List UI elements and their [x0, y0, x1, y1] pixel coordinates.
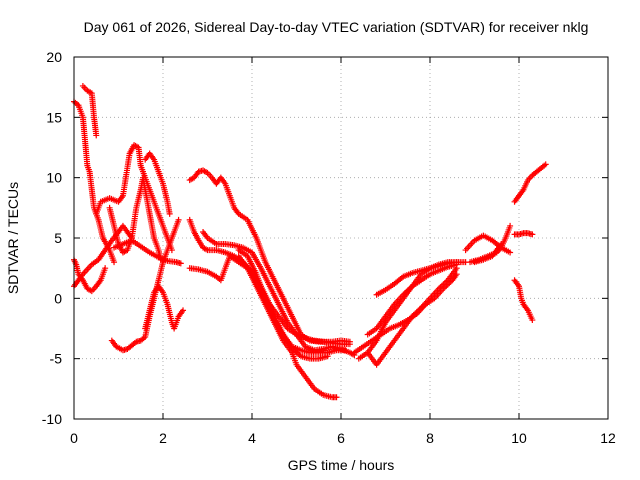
data-point: [443, 278, 450, 285]
x-tick-label: 6: [337, 430, 345, 446]
y-tick-label: -5: [50, 351, 63, 367]
data-point: [507, 222, 514, 229]
y-tick-label: 15: [46, 109, 62, 125]
series-arc20: [364, 265, 460, 368]
data-point: [529, 317, 536, 324]
data-marks: [71, 82, 549, 401]
data-point: [438, 282, 445, 289]
x-axis-title: GPS time / hours: [288, 457, 395, 473]
series-arc5: [93, 142, 175, 254]
x-tick-label: 2: [159, 430, 167, 446]
series-arc2: [79, 82, 100, 139]
chart-title: Day 061 of 2026, Sidereal Day-to-day VTE…: [84, 19, 589, 35]
data-point: [453, 265, 460, 272]
series-arc11: [186, 167, 353, 345]
series-arc14: [200, 228, 358, 359]
series-arc8: [142, 150, 173, 217]
data-point: [437, 284, 444, 291]
data-point: [111, 259, 118, 266]
data-point: [333, 394, 340, 401]
data-point: [453, 259, 460, 266]
y-tick-label: 0: [54, 290, 62, 306]
data-point: [440, 281, 447, 288]
tick-labels: 0 2 4 6 8 10 12 -10 -5 0 5 10 15 20: [42, 49, 616, 446]
y-tick-label: -10: [42, 411, 62, 427]
axis-ticks: [73, 56, 609, 420]
x-tick-label: 10: [511, 430, 527, 446]
data-point: [507, 249, 514, 256]
data-point: [93, 132, 100, 139]
series-arc7: [111, 237, 184, 267]
data-point: [166, 210, 173, 217]
series-arc18: [364, 261, 460, 338]
data-point: [324, 353, 331, 360]
series-arc21: [373, 259, 460, 298]
y-tick-label: 20: [46, 49, 62, 65]
data-point: [529, 231, 536, 238]
x-tick-label: 4: [248, 430, 256, 446]
plot-frame: [73, 56, 609, 420]
x-tick-label: 0: [70, 430, 78, 446]
y-tick-label: 10: [46, 170, 62, 186]
series-arc26: [511, 277, 536, 324]
data-point: [180, 307, 187, 314]
x-tick-label: 12: [600, 430, 616, 446]
data-point: [441, 280, 448, 287]
data-point: [177, 260, 184, 267]
series-arc6: [106, 174, 164, 263]
data-point: [102, 265, 109, 272]
data-point: [498, 241, 505, 248]
data-point: [542, 161, 549, 168]
y-tick-label: 5: [54, 230, 62, 246]
x-tick-label: 8: [426, 430, 434, 446]
series-arc9: [108, 216, 182, 354]
data-point: [175, 216, 182, 223]
series-arc16: [235, 253, 340, 401]
series-arc25: [511, 161, 549, 205]
data-point: [346, 341, 353, 348]
series-arc4: [71, 256, 109, 295]
series-arc24: [471, 241, 505, 266]
y-axis-title: SDTVAR / TECUs: [5, 182, 21, 294]
series-arc22: [462, 232, 514, 256]
series-arc12: [186, 216, 353, 348]
series-arc27: [511, 230, 536, 238]
series-arc10: [142, 283, 187, 332]
